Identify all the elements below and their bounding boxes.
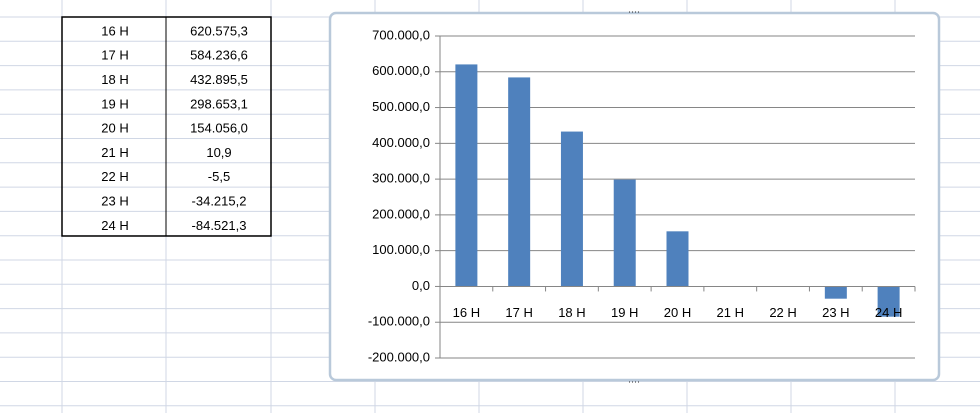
resize-handle: ···· [628, 376, 640, 386]
y-tick-label: 400.000,0 [372, 135, 430, 150]
resize-handle: ···· [628, 6, 640, 16]
y-tick-label: 600.000,0 [372, 63, 430, 78]
bar [455, 64, 478, 287]
row-label: 24 H [101, 218, 128, 233]
bar [877, 286, 900, 317]
x-tick-label: 21 H [717, 305, 744, 320]
row-label: 20 H [101, 121, 128, 136]
bar [613, 179, 636, 287]
y-tick-label: 700.000,0 [372, 27, 430, 42]
row-value: -84.521,3 [192, 218, 247, 233]
x-tick-label: 17 H [505, 305, 532, 320]
row-value: 10,9 [206, 145, 231, 160]
bar [666, 231, 689, 287]
row-label: 21 H [101, 145, 128, 160]
row-value: 584.236,6 [190, 48, 248, 63]
y-tick-label: -200.000,0 [368, 349, 430, 364]
row-value: 620.575,3 [190, 23, 248, 38]
row-label: 22 H [101, 169, 128, 184]
y-tick-label: 200.000,0 [372, 206, 430, 221]
x-tick-label: 16 H [453, 305, 480, 320]
x-tick-label: 19 H [611, 305, 638, 320]
row-value: -5,5 [208, 169, 230, 184]
y-tick-label: -100.000,0 [368, 314, 430, 329]
row-label: 18 H [101, 72, 128, 87]
row-value: 298.653,1 [190, 96, 248, 111]
row-value: -34.215,2 [192, 194, 247, 209]
row-value: 432.895,5 [190, 72, 248, 87]
row-value: 154.056,0 [190, 121, 248, 136]
row-label: 17 H [101, 48, 128, 63]
x-tick-label: 23 H [822, 305, 849, 320]
bar [824, 286, 847, 299]
y-tick-label: 100.000,0 [372, 242, 430, 257]
y-tick-label: 0,0 [412, 278, 430, 293]
y-tick-label: 500.000,0 [372, 99, 430, 114]
x-tick-label: 24 H [875, 305, 902, 320]
row-label: 23 H [101, 194, 128, 209]
row-label: 19 H [101, 96, 128, 111]
bar [560, 131, 583, 287]
x-tick-label: 22 H [769, 305, 796, 320]
y-tick-label: 300.000,0 [372, 171, 430, 186]
bar [508, 77, 531, 287]
row-label: 16 H [101, 23, 128, 38]
x-tick-label: 18 H [558, 305, 585, 320]
x-tick-label: 20 H [664, 305, 691, 320]
